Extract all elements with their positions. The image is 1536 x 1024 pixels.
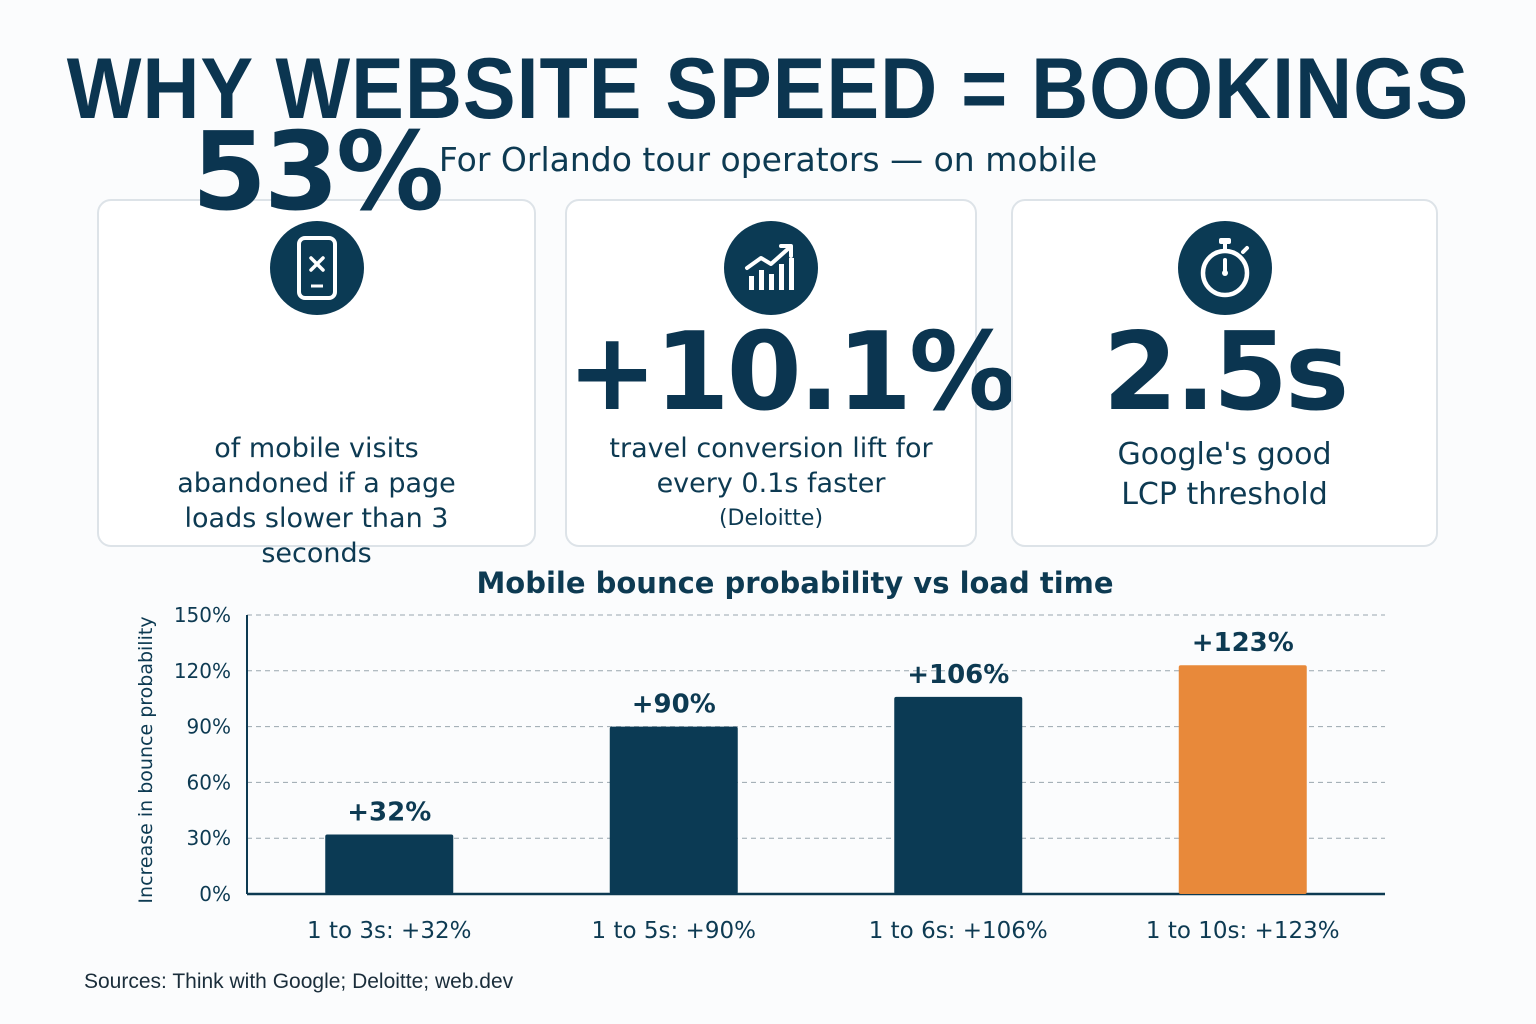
y-tick-label: 0%: [199, 882, 231, 906]
stat-card-abandonment: 53% of mobile visits abandoned if a page…: [97, 119, 536, 569]
y-tick-label: 120%: [174, 659, 231, 683]
bar-data-label: +123%: [1192, 628, 1294, 658]
stat-description: travel conversion lift for every 0.1s fa…: [609, 433, 933, 499]
bar: [894, 696, 1023, 894]
mobile-error-icon: [269, 221, 364, 315]
stat-card-lcp: 2.5s Google's good LCP threshold: [1011, 199, 1438, 547]
stat-source-note: (Deloitte): [718, 506, 824, 531]
bar-data-label: +106%: [907, 660, 1009, 690]
y-tick-label: 90%: [187, 715, 231, 739]
bar: [609, 726, 738, 894]
y-tick-label: 150%: [174, 603, 231, 627]
stat-description: Google's good LCP threshold: [1117, 437, 1332, 512]
growth-chart-icon: [724, 221, 818, 315]
y-tick-label: 30%: [187, 826, 231, 850]
stat-value: +10.1%: [567, 310, 1017, 435]
stat-description: of mobile visits abandoned if a page loa…: [177, 433, 456, 569]
x-tick-label: 1 to 5s: +90%: [592, 918, 756, 944]
bar-data-label: +32%: [347, 797, 431, 827]
stat-value: 2.5s: [1102, 310, 1350, 435]
stopwatch-icon: [1177, 221, 1272, 315]
stat-card-conversion: +10.1% travel conversion lift for every …: [565, 199, 1017, 547]
x-tick-label: 1 to 10s: +123%: [1146, 918, 1340, 944]
bar-data-label: +90%: [632, 690, 716, 720]
bar: [325, 834, 454, 894]
page-title: WHY WEBSITE SPEED = BOOKINGS: [66, 41, 1470, 137]
x-tick-label: 1 to 6s: +106%: [869, 918, 1048, 944]
bar: [1178, 665, 1307, 894]
x-tick-label: 1 to 3s: +32%: [307, 918, 471, 944]
stat-value: 53%: [191, 110, 445, 235]
chart-title: Mobile bounce probability vs load time: [476, 566, 1114, 600]
y-tick-label: 60%: [187, 770, 231, 794]
sources-footnote: Sources: Think with Google; Deloitte; we…: [84, 970, 514, 993]
page-subtitle: For Orlando tour operators — on mobile: [438, 140, 1098, 179]
